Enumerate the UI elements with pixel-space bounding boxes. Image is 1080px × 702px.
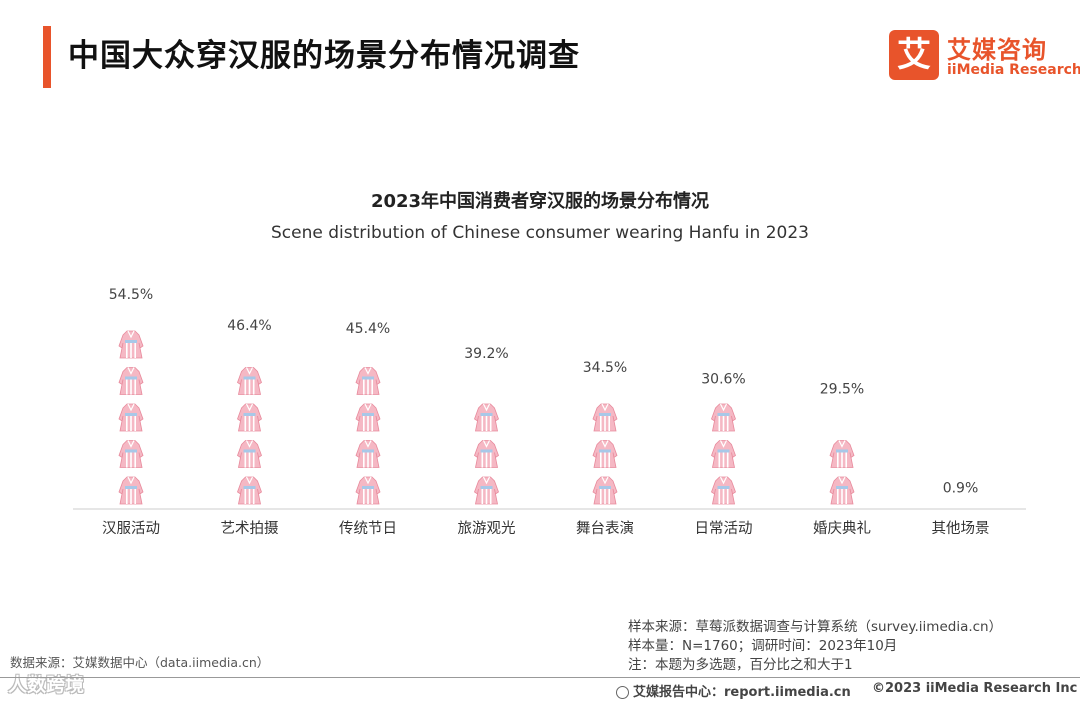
data-label: 34.5%: [583, 360, 627, 376]
hanfu-dress-icon: [236, 366, 263, 396]
note-multiple-choice: 注：本题为多选题，百分比之和大于1: [628, 657, 853, 673]
hanfu-dress-icon-partial: [829, 403, 855, 432]
note-sample-source: 样本来源：草莓派数据调查与计算系统（survey.iimedia.cn）: [628, 619, 1003, 635]
hanfu-dress-icon-partial: [473, 367, 500, 396]
hanfu-dress-icon: [236, 439, 263, 469]
hanfu-dress-icon: [710, 439, 737, 469]
chart-title: 2023年中国消费者穿汉服的场景分布情况: [370, 191, 710, 212]
pictograph-bar: [710, 393, 737, 505]
hanfu-dress-icon: [592, 439, 618, 469]
hanfu-dress-icon: [473, 439, 500, 469]
hanfu-dress-icon: [118, 330, 144, 359]
hanfu-dress-icon: [355, 366, 381, 396]
hanfu-dress-icon: [473, 403, 500, 432]
data-label: 46.4%: [227, 318, 271, 334]
hanfu-dress-icon: [236, 403, 263, 432]
category-label: 婚庆典礼: [813, 520, 871, 537]
hanfu-dress-icon: [829, 476, 855, 505]
footer-divider: [0, 677, 1080, 678]
data-label: 54.5%: [109, 287, 153, 303]
hanfu-dress-icon: [829, 439, 855, 469]
note-sample-size: 样本量：N=1760；调研时间：2023年10月: [628, 638, 898, 654]
hanfu-dress-icon: [710, 403, 737, 432]
category-label: 传统节日: [339, 520, 397, 537]
chart-subtitle: Scene distribution of Chinese consumer w…: [271, 223, 809, 243]
hanfu-dress-icon-partial: [236, 339, 263, 359]
category-label: 旅游观光: [458, 520, 516, 537]
pictograph-bar: [473, 367, 500, 505]
sample-notes: 样本来源：草莓派数据调查与计算系统（survey.iimedia.cn） 样本量…: [628, 618, 1002, 675]
data-label: 39.2%: [464, 346, 508, 362]
hanfu-dress-icon: [355, 439, 381, 469]
hanfu-dress-icon: [710, 476, 737, 505]
hanfu-dress-icon: [118, 403, 144, 432]
hanfu-dress-icon: [118, 439, 144, 469]
data-label: 45.4%: [346, 321, 390, 337]
pictograph-bar: [355, 342, 381, 505]
pictograph-bar: [592, 382, 618, 505]
pictograph-bar: [829, 403, 855, 505]
footer-report-center: 艾媒报告中心：report.iimedia.cn: [616, 681, 851, 700]
data-label: 0.9%: [943, 480, 979, 496]
watermark: 人数跨境: [8, 674, 85, 696]
iimedia-logo: 艾 艾媒咨询 iiMedia Research: [889, 30, 1080, 82]
title-accent-bar: [43, 26, 51, 88]
logo-badge: 艾: [889, 30, 939, 80]
data-source: 数据来源：艾媒数据中心（data.iimedia.cn）: [10, 655, 270, 670]
hanfu-dress-icon: [118, 476, 144, 505]
footer-copyright: ©2023 iiMedia Research Inc: [872, 681, 1078, 696]
category-label: 汉服活动: [102, 520, 160, 537]
category-label: 日常活动: [695, 520, 753, 537]
hanfu-dress-icon: [473, 476, 500, 505]
footer-report-text: 艾媒报告中心：report.iimedia.cn: [633, 685, 851, 700]
globe-icon: [616, 686, 629, 699]
category-label: 艺术拍摄: [221, 520, 279, 537]
pictograph-bar: [118, 309, 144, 505]
hanfu-dress-icon: [592, 476, 618, 505]
data-label: 30.6%: [701, 372, 745, 388]
hanfu-dress-icon: [592, 403, 618, 432]
logo-cn-text: 艾媒咨询: [947, 36, 1047, 64]
pictograph-chart: 54.5% 汉服活动 46.4% 艺术拍摄 45.4% 传统节日 39.2% 旅游观光 34.5…: [73, 287, 1026, 537]
hanfu-dress-icon: [118, 366, 144, 396]
hanfu-dress-icon: [236, 476, 263, 505]
hanfu-dress-icon: [355, 476, 381, 505]
hanfu-dress-icon: [355, 403, 381, 432]
category-label: 其他场景: [932, 520, 990, 537]
pictograph-bar: [236, 339, 263, 505]
page-title: 中国大众穿汉服的场景分布情况调查: [68, 38, 580, 74]
category-label: 舞台表演: [576, 520, 634, 537]
data-label: 29.5%: [820, 382, 864, 398]
logo-en-text: iiMedia Research: [947, 62, 1080, 78]
